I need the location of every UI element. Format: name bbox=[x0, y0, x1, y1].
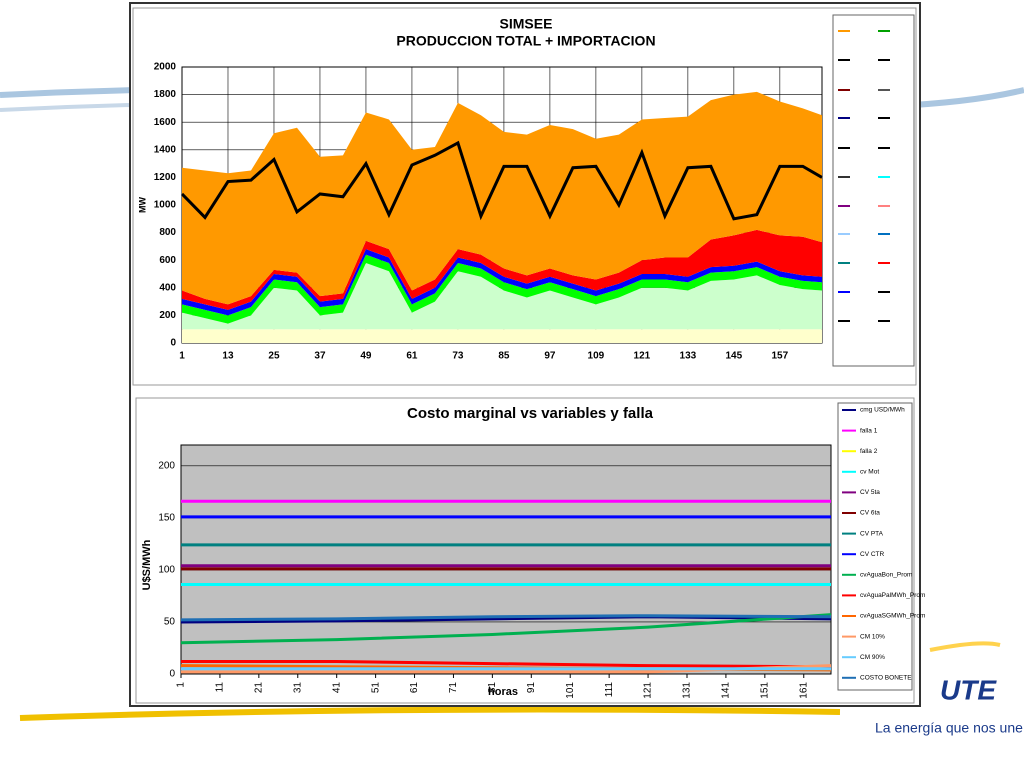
x-tick-label: 121 bbox=[643, 682, 654, 699]
x-tick-label: 11 bbox=[215, 682, 226, 693]
x-tick-label: 161 bbox=[798, 682, 809, 699]
x-tick-label: 145 bbox=[726, 351, 743, 362]
y-tick-label: 0 bbox=[170, 338, 176, 349]
legend-label: CV 6ta bbox=[860, 510, 880, 517]
x-tick-label: 37 bbox=[314, 351, 326, 362]
x-tick-label: 25 bbox=[268, 351, 280, 362]
x-tick-label: 41 bbox=[331, 682, 342, 694]
area bbox=[182, 254, 822, 324]
swoosh bbox=[929, 641, 1001, 652]
x-tick-label: 85 bbox=[498, 351, 510, 362]
line bbox=[180, 140, 823, 221]
y-tick-label: 400 bbox=[159, 282, 176, 293]
legend-label: CV PTA bbox=[860, 530, 884, 537]
x-tick-label: 111 bbox=[604, 682, 615, 698]
line bbox=[180, 614, 832, 622]
x-tick-label: 157 bbox=[772, 351, 789, 362]
legend-label: cv Mot bbox=[860, 469, 879, 476]
x-tick-label: 97 bbox=[544, 351, 556, 362]
legend-label: cvAguaSGMWh_Prom bbox=[860, 613, 925, 620]
legend-swatches bbox=[838, 30, 890, 322]
y-tick-label: 200 bbox=[159, 310, 176, 321]
x-tick-label: 21 bbox=[253, 682, 264, 694]
x-tick-label: 81 bbox=[487, 682, 498, 694]
x-tick-label: 141 bbox=[721, 682, 732, 699]
legend-label: falla 1 bbox=[860, 427, 878, 434]
line bbox=[181, 660, 832, 669]
y-tick-label: 800 bbox=[159, 227, 176, 238]
slogan: La energía que nos une bbox=[875, 720, 1023, 736]
legend-label: cvAguaPalMWh_Prom bbox=[860, 592, 925, 599]
x-tick-label: 71 bbox=[448, 682, 459, 694]
x-tick-label: 31 bbox=[292, 682, 303, 694]
x-tick-label: 61 bbox=[409, 682, 420, 694]
x-tick-label: 61 bbox=[406, 351, 418, 362]
legend-label: CV CTR bbox=[860, 551, 885, 558]
legend-label: cvAguaBon_Prom bbox=[860, 572, 912, 579]
y-tick-label: 100 bbox=[158, 565, 175, 576]
x-tick-label: 151 bbox=[759, 682, 770, 699]
x-tick-label: 121 bbox=[634, 351, 651, 362]
x-tick-label: 91 bbox=[526, 682, 537, 694]
legend-label: CM 10% bbox=[860, 633, 885, 640]
x-tick-label: 1 bbox=[179, 351, 185, 362]
y-tick-label: 1600 bbox=[154, 117, 177, 128]
y-tick-label: 1200 bbox=[154, 172, 177, 183]
x-tick-label: 101 bbox=[565, 682, 576, 699]
area bbox=[182, 329, 822, 343]
area bbox=[182, 91, 822, 305]
area bbox=[182, 262, 822, 330]
legend-label: CM 90% bbox=[860, 654, 885, 661]
x-tick-label: 51 bbox=[370, 682, 381, 694]
y-tick-label: 50 bbox=[164, 617, 176, 628]
plot-area bbox=[180, 444, 832, 675]
y-tick-label: 2000 bbox=[154, 62, 177, 73]
x-tick-label: 73 bbox=[452, 351, 464, 362]
chart-title: SIMSEE bbox=[500, 16, 553, 32]
y-tick-label: 150 bbox=[158, 513, 175, 524]
x-axis-label: horas bbox=[488, 686, 518, 698]
legend-box bbox=[837, 402, 913, 691]
legend-label: CV 5ta bbox=[860, 489, 880, 496]
legend-label: falla 2 bbox=[860, 448, 878, 455]
y-tick-label: 1000 bbox=[154, 200, 177, 211]
chart-title: Costo marginal vs variables y falla bbox=[407, 405, 654, 422]
area bbox=[182, 249, 822, 316]
x-tick-label: 109 bbox=[588, 351, 605, 362]
y-tick-label: 1400 bbox=[154, 144, 177, 155]
y-tick-label: 600 bbox=[159, 255, 176, 266]
line bbox=[180, 613, 832, 645]
logo: UTE bbox=[940, 674, 997, 705]
x-tick-label: 131 bbox=[682, 682, 693, 699]
x-tick-label: 1 bbox=[176, 682, 187, 688]
legend-label: cmg USD/MWh bbox=[860, 407, 905, 414]
x-tick-label: 133 bbox=[680, 351, 697, 362]
legend-label: COSTO BONETE bbox=[860, 675, 912, 682]
legend-box bbox=[832, 14, 915, 367]
y-axis-label: U$S/MWh bbox=[141, 539, 153, 590]
y-tick-label: 0 bbox=[169, 669, 175, 680]
y-tick-label: 200 bbox=[158, 460, 175, 471]
swoosh bbox=[19, 706, 841, 721]
chart-subtitle: PRODUCCION TOTAL + IMPORTACION bbox=[396, 33, 655, 49]
x-tick-label: 49 bbox=[360, 351, 372, 362]
y-tick-label: 1800 bbox=[154, 89, 177, 100]
x-tick-label: 13 bbox=[222, 351, 234, 362]
area bbox=[182, 229, 822, 310]
y-axis-label: MW bbox=[137, 197, 147, 213]
